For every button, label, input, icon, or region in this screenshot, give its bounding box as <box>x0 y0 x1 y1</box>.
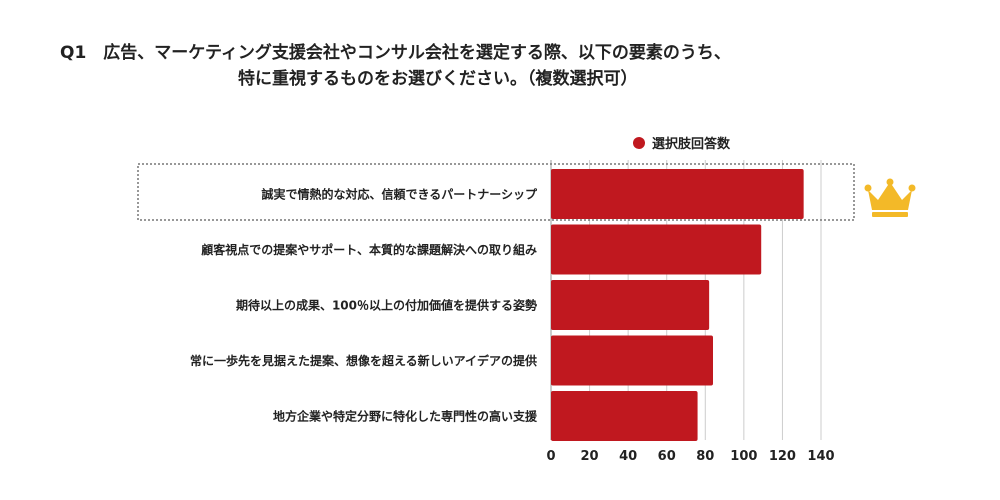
title-line-1: Q1 広告、マーケティング支援会社やコンサル会社を選定する際、以下の要素のうち、 <box>60 43 731 63</box>
x-tick-label: 40 <box>619 449 637 464</box>
bar <box>551 280 710 330</box>
category-label: 期待以上の成果、100％以上の付加価値を提供する姿勢 <box>236 298 537 313</box>
bar <box>551 169 804 219</box>
bar <box>551 224 762 275</box>
category-label: 誠実で情熱的な対応、信頼できるパートナーシップ <box>261 187 538 202</box>
legend-label: 選択肢回答数 <box>652 136 731 152</box>
title-line-2: 特に重視するものをお選びください。（複数選択可） <box>238 69 638 89</box>
legend: 選択肢回答数 <box>633 136 731 152</box>
x-tick-label: 80 <box>696 449 714 464</box>
category-label: 地方企業や特定分野に特化した専門性の高い支援 <box>273 409 538 424</box>
bars <box>551 169 804 441</box>
category-label: 顧客視点での提案やサポート、本質的な課題解決への取り組み <box>201 242 537 257</box>
chart-title: Q1 広告、マーケティング支援会社やコンサル会社を選定する際、以下の要素のうち、… <box>60 40 940 92</box>
crown-icon <box>864 178 916 217</box>
bar <box>551 335 713 386</box>
x-tick-label: 60 <box>658 449 676 464</box>
x-tick-label: 100 <box>730 449 757 464</box>
x-tick-label: 20 <box>581 449 599 464</box>
x-tick-labels: 0 20 40 60 80 100 120 140 <box>546 449 834 464</box>
category-labels: 誠実で情熱的な対応、信頼できるパートナーシップ顧客視点での提案やサポート、本質的… <box>190 187 538 424</box>
x-tick-label: 120 <box>769 449 796 464</box>
top-item-highlight <box>137 163 855 221</box>
x-tick-label: 0 <box>546 449 555 464</box>
category-label: 常に一歩先を見据えた提案、想像を超える新しいアイデアの提供 <box>190 353 537 368</box>
legend-marker <box>633 137 645 149</box>
bar <box>551 391 698 441</box>
x-tick-label: 140 <box>807 449 834 464</box>
